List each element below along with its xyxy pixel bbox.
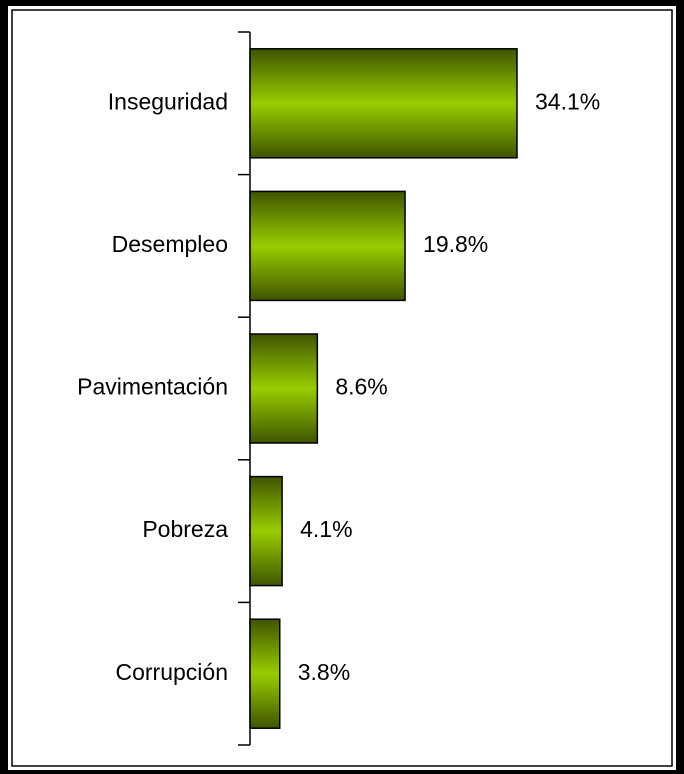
value-label: 34.1% — [535, 88, 600, 114]
category-label: Pobreza — [142, 516, 228, 542]
category-label: Corrupción — [116, 659, 229, 685]
value-label: 4.1% — [300, 516, 352, 542]
bar — [249, 475, 283, 587]
bar — [249, 618, 281, 729]
value-label: 19.8% — [423, 231, 488, 257]
value-label: 8.6% — [335, 374, 387, 400]
bar — [249, 333, 319, 444]
bar — [249, 48, 518, 159]
category-label: Inseguridad — [108, 88, 228, 114]
bar — [249, 190, 406, 302]
value-label: 3.8% — [298, 659, 350, 685]
category-label: Desempleo — [112, 231, 228, 257]
category-label: Pavimentación — [77, 374, 228, 400]
